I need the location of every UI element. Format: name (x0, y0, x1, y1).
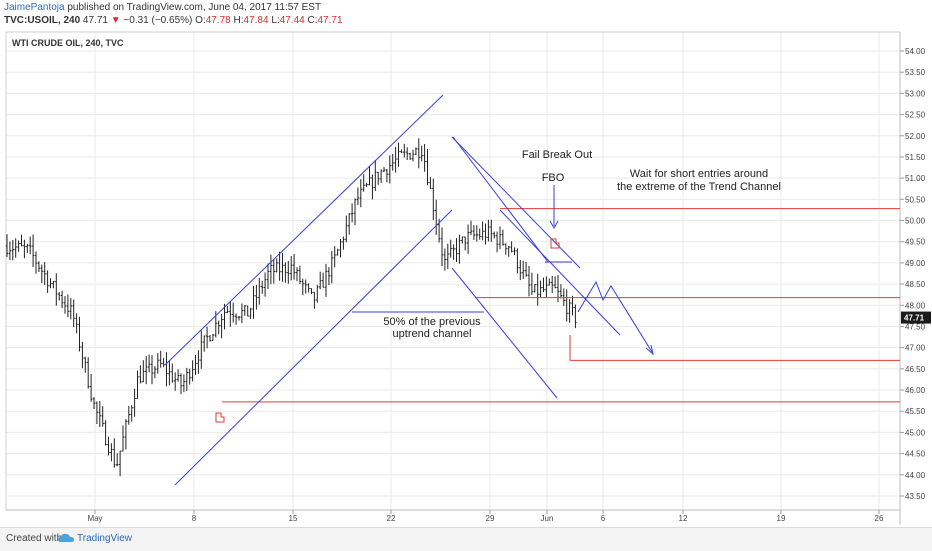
tradingview-brand: TradingView (77, 533, 133, 544)
close-value: 47.71 (317, 15, 343, 26)
y-tick-label: 52.50 (905, 111, 926, 120)
y-tick-label: 52.00 (905, 132, 926, 141)
x-tick-label: 29 (486, 514, 495, 523)
chart-annotation: FBO (542, 172, 565, 184)
change-value: −0.31 (−0.65%) (123, 15, 193, 26)
y-tick-label: 48.50 (905, 280, 926, 289)
y-tick-label: 49.00 (905, 259, 926, 268)
x-tick-label: 6 (601, 514, 606, 523)
y-tick-label: 51.00 (905, 174, 926, 183)
x-tick-label: 19 (777, 514, 786, 523)
y-tick-label: 49.50 (905, 238, 926, 247)
y-tick-label: 50.50 (905, 195, 926, 204)
x-tick-label: May (87, 514, 102, 523)
y-tick-label: 45.50 (905, 407, 926, 416)
down-arrow-icon: ▼ (110, 15, 121, 26)
close-label: C: (307, 15, 318, 26)
x-tick-label: Jun (541, 514, 554, 523)
high-label: H: (233, 15, 244, 26)
chart-annotation: uptrend channel (393, 328, 472, 340)
downtrend-channel-outer (499, 209, 621, 336)
y-tick-label: 47.00 (905, 344, 926, 353)
uptrend-channel-upper (164, 94, 444, 366)
hand-marker-icon (550, 238, 560, 249)
hand-marker-icon (215, 412, 225, 423)
projected-arrowhead (645, 344, 654, 356)
uptrend-channel-lower (174, 209, 453, 486)
y-tick-label: 53.00 (905, 89, 926, 98)
price-chart[interactable]: 54.00 53.50 53.00 52.50 52.00 51.50 51.00 50.50… (0, 0, 932, 527)
y-tick-label: 51.50 (905, 153, 926, 162)
y-tick-label: 43.50 (905, 492, 926, 501)
y-tick-label: 44.00 (905, 471, 926, 480)
x-tick-label: 22 (387, 514, 396, 523)
last-price-tag-label: 47.71 (904, 314, 925, 323)
last-price-tag (901, 311, 931, 324)
publish-header: JaimePantoja published on TradingView.co… (4, 2, 321, 13)
y-tick-label: 48.00 (905, 301, 926, 310)
y-tick-label: 45.00 (905, 428, 926, 437)
created-with-label: Created with (6, 533, 63, 544)
footer-bar: Created with TradingView (0, 527, 932, 551)
low-value: 47.44 (279, 15, 305, 26)
chart-annotation: the extreme of the Trend Channel (617, 181, 781, 193)
y-tick-label: 54.00 (905, 47, 926, 56)
y-tick-label: 46.00 (905, 386, 926, 395)
y-tick-label: 44.50 (905, 450, 926, 459)
fbo-trendline (452, 136, 549, 263)
symbol-label: TVC:USOIL, 240 (4, 15, 81, 26)
ohlc-header: TVC:USOIL, 240 47.71 ▼ −0.31 (−0.65%) O:… (4, 15, 343, 26)
high-value: 47.84 (243, 15, 269, 26)
chart-title: WTI CRUDE OIL, 240, TVC (12, 38, 124, 48)
publish-info: published on TradingView.com, June 04, 2… (67, 2, 322, 13)
last-price: 47.71 (82, 15, 108, 26)
projected-path (577, 280, 653, 353)
y-tick-label: 50.00 (905, 217, 926, 226)
open-value: 47.78 (205, 15, 231, 26)
author-link[interactable]: JaimePantoja (4, 2, 65, 13)
x-tick-label: 26 (875, 514, 884, 523)
chart-annotation: Wait for short entries around (630, 168, 768, 180)
y-tick-label: 53.50 (905, 68, 926, 77)
chart-annotation: 50% of the previous (383, 316, 481, 328)
fbo-pointer-head (549, 220, 559, 230)
chart-annotation: Fail Break Out (522, 149, 592, 161)
downtrend-channel-lower (451, 267, 558, 399)
y-tick-label: 46.50 (905, 365, 926, 374)
tradingview-logo[interactable]: TradingView (58, 533, 132, 544)
x-tick-label: 8 (192, 514, 197, 523)
low-label: L: (271, 15, 280, 26)
cloud-icon (58, 534, 74, 543)
y-tick-label: 47.50 (905, 322, 926, 331)
x-tick-label: 12 (679, 514, 688, 523)
open-label: O: (195, 15, 206, 26)
x-tick-label: 15 (289, 514, 298, 523)
